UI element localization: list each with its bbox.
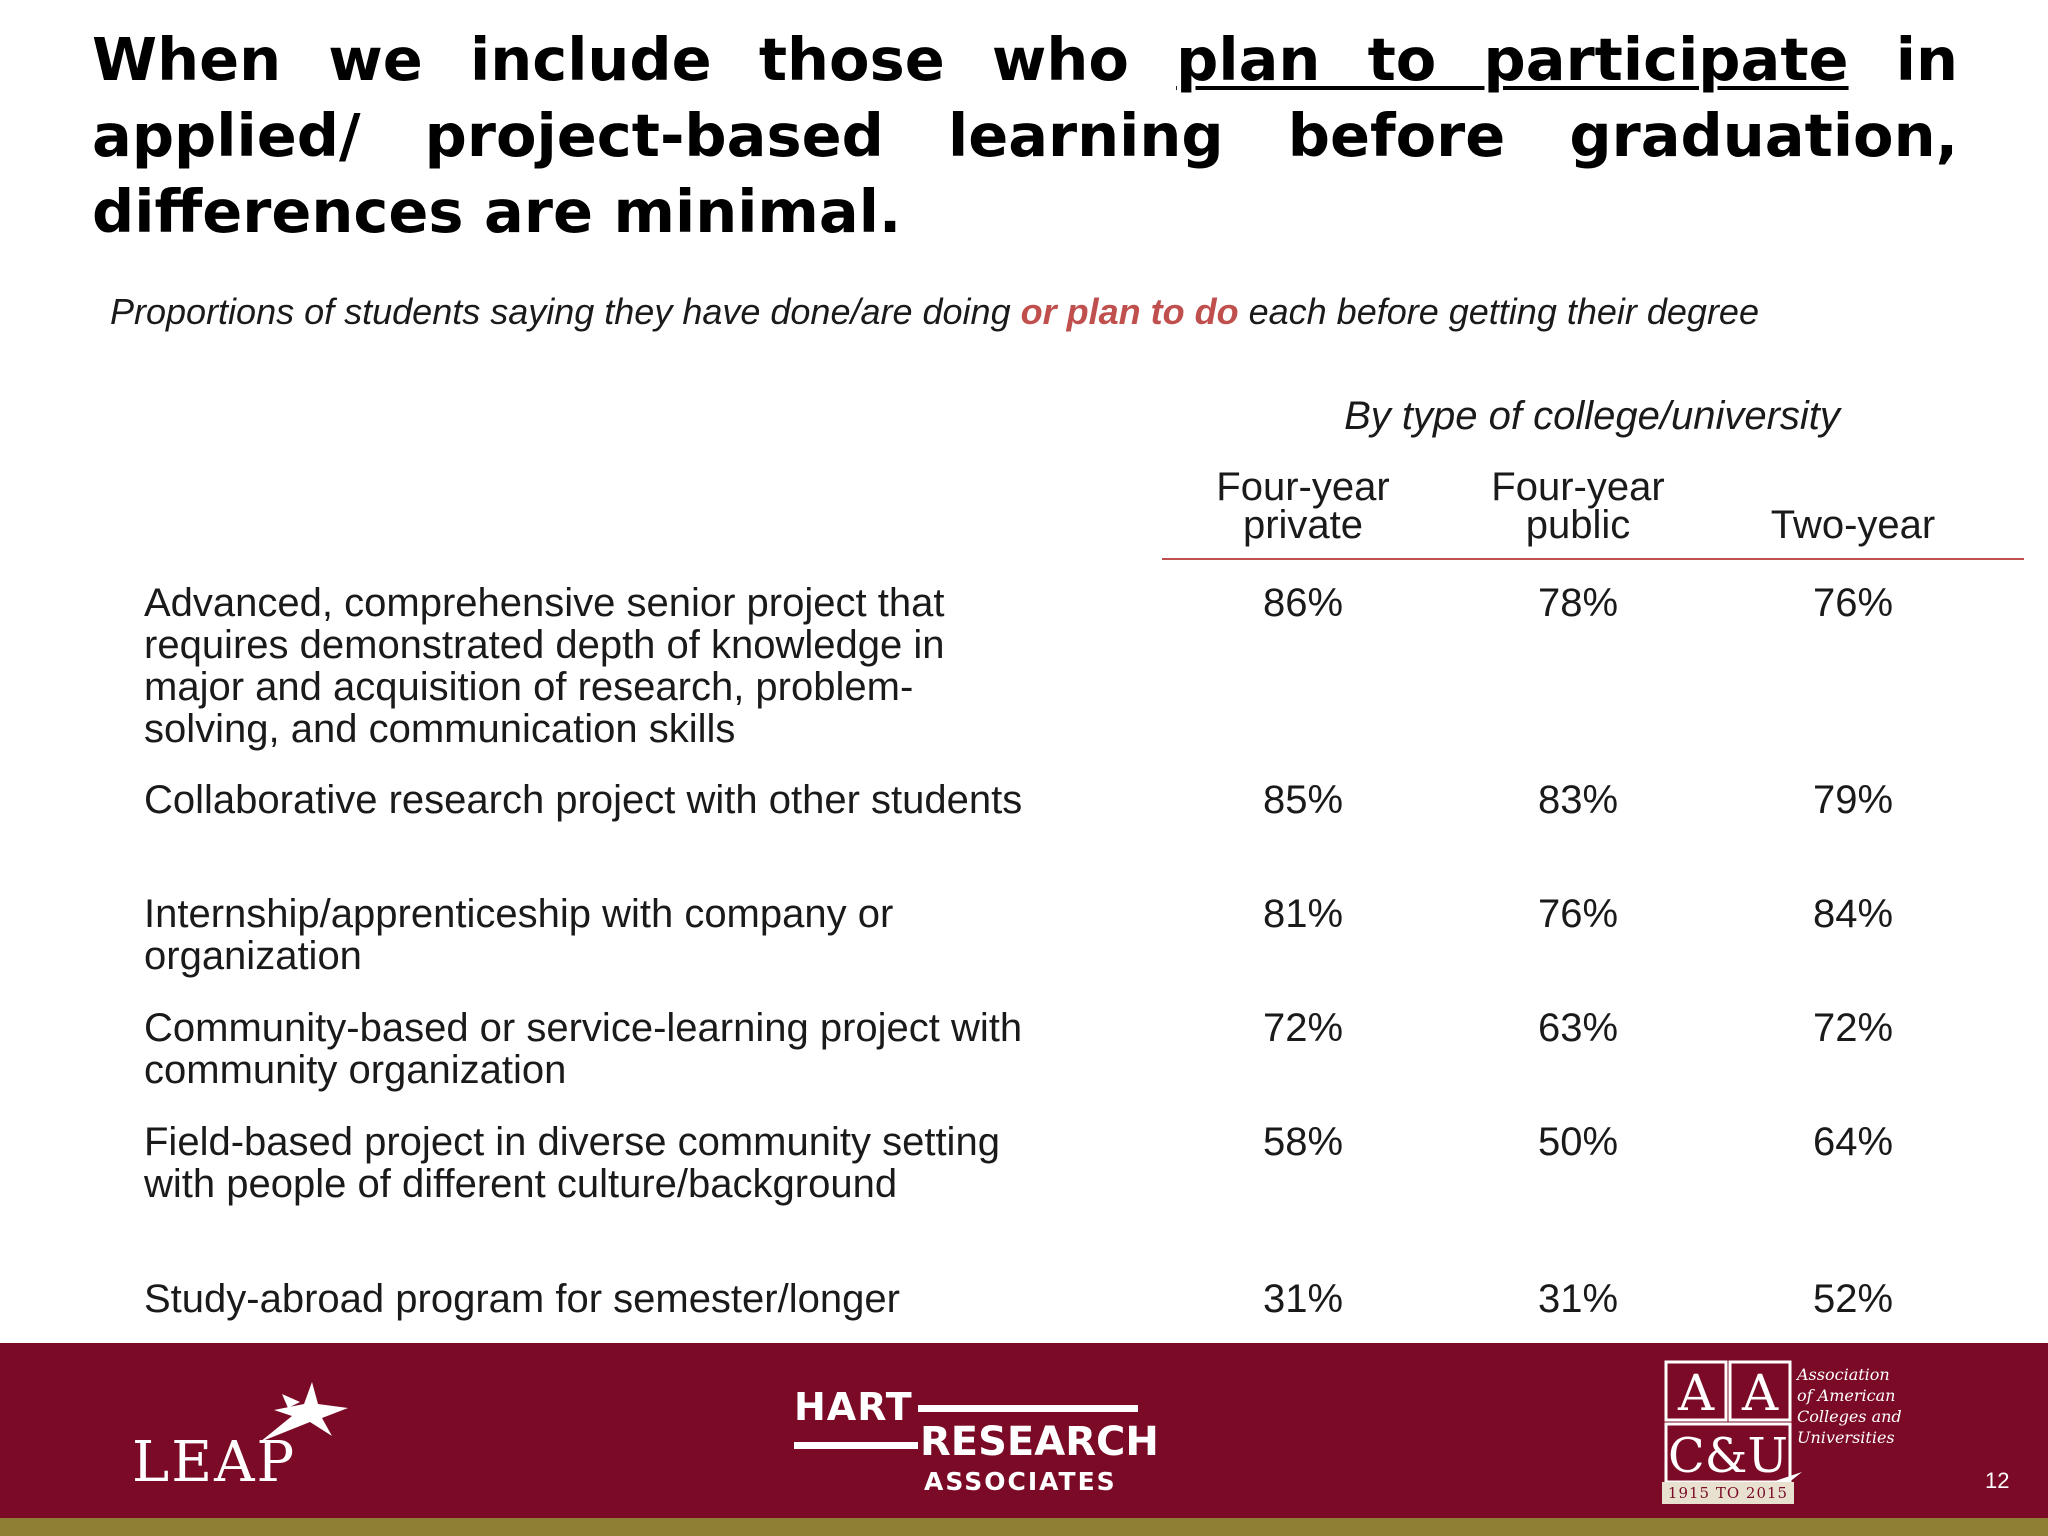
hart-logo-line1: HART (794, 1385, 913, 1429)
leap-logo: LEAP (132, 1430, 297, 1495)
row-label: Field-based project in diverse community… (144, 1120, 1000, 1206)
hart-logo-rule (918, 1405, 1138, 1412)
table-cell: 83% (1537, 778, 1619, 822)
table-cell: 78% (1537, 581, 1619, 625)
table-cell: 63% (1537, 1006, 1619, 1050)
column-header-public: Four-year public (1443, 465, 1713, 547)
column-header-line: Four-year (1491, 465, 1665, 509)
aacu-letter: A (1677, 1364, 1715, 1422)
column-header-line: Two-year (1770, 503, 1936, 547)
hart-research-logo: HART RESEARCH ASSOCIATES (794, 1385, 1159, 1496)
title-text-before: When we include those who (92, 25, 1129, 94)
hart-logo-line3: ASSOCIATES (924, 1467, 1117, 1496)
table-cell: 84% (1812, 892, 1894, 936)
slide-subtitle: Proportions of students saying they have… (110, 290, 2010, 334)
table-cell: 72% (1812, 1006, 1894, 1050)
column-header-line: private (1242, 503, 1364, 547)
table-cell: 58% (1262, 1120, 1344, 1164)
row-label: Advanced, comprehensive senior project t… (144, 581, 945, 751)
aacu-name: Association of American Colleges and Uni… (1797, 1364, 1902, 1448)
table-cell: 81% (1262, 892, 1344, 936)
subtitle-text-before: Proportions of students saying they have… (110, 291, 1011, 332)
table-cell: 72% (1262, 1006, 1344, 1050)
table-cell: 52% (1812, 1277, 1894, 1321)
table-cell: 76% (1537, 892, 1619, 936)
table-cell: 76% (1812, 581, 1894, 625)
row-label: Study-abroad program for semester/longer (144, 1277, 900, 1321)
table-cell: 50% (1537, 1120, 1619, 1164)
leap-star-icon (260, 1382, 348, 1442)
column-header-two-year: Two-year (1718, 468, 1988, 547)
table-cell: 86% (1262, 581, 1344, 625)
hart-logo-rule (794, 1442, 918, 1449)
title-underlined: plan to participate (1176, 25, 1849, 94)
aacu-letter: C&U (1668, 1428, 1788, 1484)
aacu-name-line: Association (1797, 1365, 1890, 1384)
row-label: Internship/apprenticeship with company o… (144, 892, 894, 978)
column-header-line: public (1525, 503, 1631, 547)
table-group-header: By type of college/university (1344, 394, 1840, 438)
aacu-letter: A (1741, 1364, 1779, 1422)
row-label: Community-based or service-learning proj… (144, 1006, 1023, 1092)
aacu-name-line: of American (1797, 1386, 1896, 1405)
row-label: Collaborative research project with othe… (144, 778, 1023, 822)
column-header-private: Four-year private (1168, 465, 1438, 547)
table-cell: 79% (1812, 778, 1894, 822)
slide-title: When we include those who plan to partic… (92, 22, 1958, 250)
title-text-after: in applied/ project-based learning befor… (92, 25, 1958, 246)
header-divider (1162, 558, 2024, 560)
aacu-name-line: Colleges and (1797, 1407, 1902, 1426)
subtitle-highlight: or plan to do (1020, 291, 1239, 332)
aacu-name-line: Universities (1797, 1428, 1895, 1447)
table-cell: 64% (1812, 1120, 1894, 1164)
aacu-logo-icon: A A C&U (1664, 1360, 1802, 1494)
aacu-years-badge: 1915 TO 2015 (1662, 1482, 1794, 1504)
table-cell: 31% (1537, 1277, 1619, 1321)
table-cell: 85% (1262, 778, 1344, 822)
footer-stripe (0, 1518, 2048, 1536)
table-cell: 31% (1262, 1277, 1344, 1321)
column-header-line: Four-year (1216, 465, 1390, 509)
subtitle-text-after: each before getting their degree (1248, 291, 1759, 332)
column-header-line (1718, 468, 1988, 506)
page-number: 12 (1985, 1468, 2010, 1493)
hart-logo-line2: RESEARCH (920, 1419, 1159, 1465)
